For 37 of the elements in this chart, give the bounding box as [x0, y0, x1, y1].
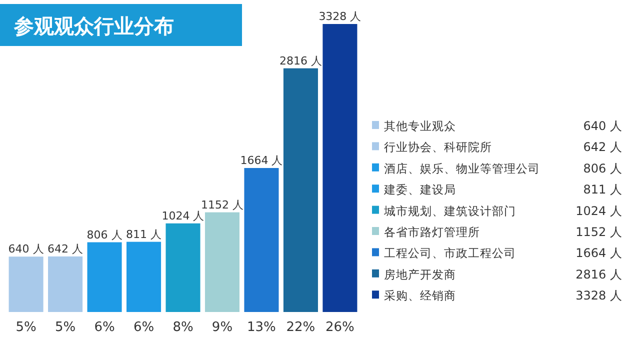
data-label: 1152 人 [200, 198, 244, 212]
text: 3328 人 [576, 288, 622, 303]
data-label: 642 人 [48, 242, 84, 256]
legend-label: 城市规划、建筑设计部门 [383, 204, 516, 218]
x-tick-label: 9% [212, 320, 233, 335]
legend-label: 房地产开发商 [384, 267, 456, 282]
x-tick-label: 5% [54, 320, 76, 335]
x-tick-label: 6% [94, 320, 115, 335]
text: 2816 人 [576, 267, 622, 282]
data-label: 640 人 [8, 242, 44, 256]
x-tick-label: 13% [247, 320, 276, 335]
text: 1152 人 [576, 225, 622, 239]
x-tick-label: 22% [286, 320, 316, 335]
legend-label: 各省市路灯管理所 [384, 225, 480, 239]
x-tick-label: 5% [16, 320, 36, 335]
legend-label: 酒店、娱乐、物业等管理公司 [384, 161, 540, 176]
text: 1024 人 [576, 204, 622, 218]
text: 640 人 [583, 119, 622, 133]
data-label: 1024 人 [162, 209, 204, 222]
chart-title: 参观观众行业分布 [13, 14, 174, 38]
text: 806 人 [583, 161, 622, 176]
legend-label: 工程公司、市政工程公司 [384, 246, 516, 260]
text: 642 人 [583, 140, 622, 154]
legend-label: 行业协会、科研院所 [384, 140, 492, 154]
data-label: 2816 人 [279, 54, 322, 68]
text: 1664 人 [576, 246, 622, 260]
data-label: 1664 人 [240, 154, 283, 167]
x-tick-label: 26% [326, 320, 354, 335]
x-tick-label: 6% [133, 320, 154, 335]
legend-label: 建委、建设局 [383, 182, 456, 197]
legend-label: 采购、经销商 [384, 288, 456, 303]
data-label: 811 人 [126, 228, 162, 241]
legend-label: 其他专业观众 [384, 119, 456, 133]
text: 811 人 [583, 182, 622, 197]
data-label: 3328 人 [318, 10, 362, 23]
data-label: 806 人 [86, 228, 122, 242]
x-tick-label: 8% [172, 320, 194, 335]
